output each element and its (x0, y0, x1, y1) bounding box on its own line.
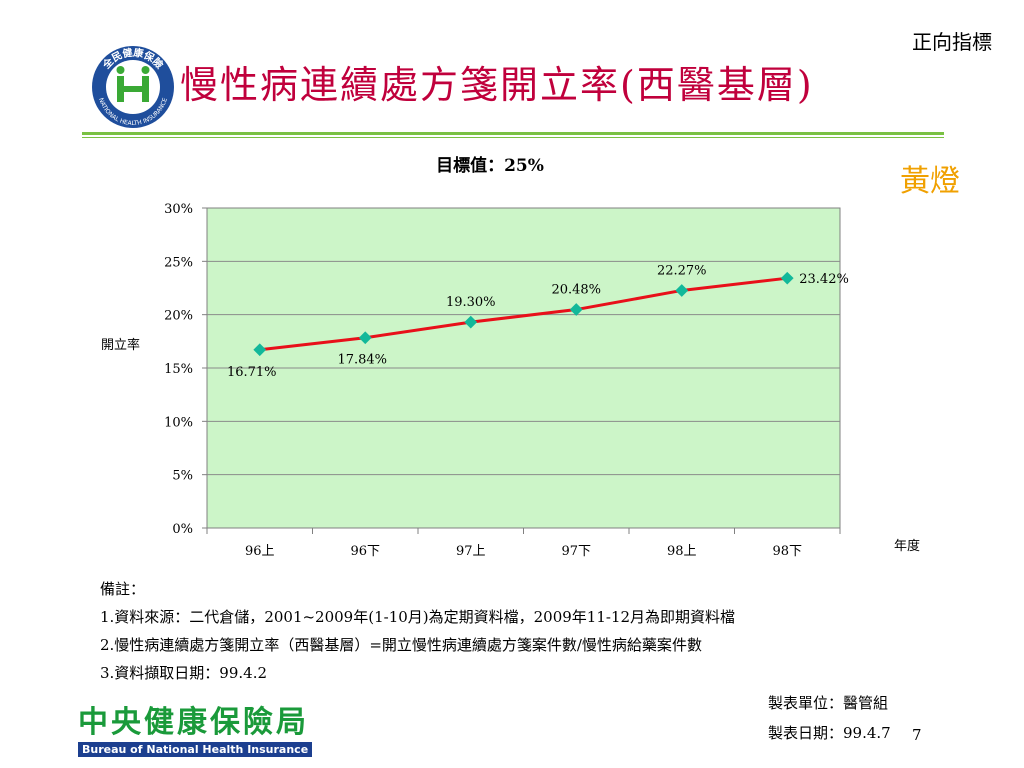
x-axis-label: 年度 (894, 538, 920, 554)
y-tick-label: 20% (164, 309, 193, 324)
data-point (253, 343, 267, 357)
footer-org-en: Bureau of National Health Insurance (78, 742, 313, 757)
y-tick-label: 0% (172, 522, 193, 537)
x-tick-label: 98下 (772, 544, 802, 559)
line-chart: 目標值：25% 0% 5% 10% 15% 20% 25% 30% 96上 96下 97上 97下… (101, 155, 920, 559)
nhi-logo: 全民健康保險 NATIONAL HEALTH INSURANCE (92, 46, 174, 128)
table-date: 製表日期：99.4.7 (768, 724, 891, 742)
y-axis-label: 開立率 (101, 337, 140, 353)
footer-logo: 中央健康保險局 Bureau of National Health Insura… (78, 705, 364, 757)
footer-org-zh: 中央健康保險局 (78, 705, 309, 740)
x-tick-label: 98上 (667, 544, 697, 559)
data-label: 20.48% (551, 283, 601, 298)
note-item-1: 1.資料來源：二代倉儲，2001~2009年(1-10月)為定期資料檔，2009… (100, 608, 736, 626)
x-tick-label: 96上 (245, 544, 275, 559)
note-item-2: 2.慢性病連續處方箋開立率（西醫基層）=開立慢性病連續處方箋案件數/慢性病給藥案… (100, 636, 702, 654)
y-tick-label: 5% (172, 469, 193, 484)
y-tick-label: 25% (164, 255, 193, 270)
chart-title: 目標值：25% (436, 155, 544, 176)
x-tick-label: 97下 (561, 544, 591, 559)
note-item-3: 3.資料擷取日期：99.4.2 (100, 664, 268, 682)
y-tick-label: 30% (164, 202, 193, 217)
data-point (464, 315, 478, 329)
indicator-type-label: 正向指標 (912, 30, 992, 54)
notes-heading: 備註： (100, 580, 146, 598)
x-tick-label: 97上 (456, 544, 486, 559)
x-tick-label: 96下 (350, 544, 380, 559)
page-title: 慢性病連續處方箋開立率(西醫基層) (180, 63, 814, 107)
data-label: 16.71% (227, 365, 277, 380)
header-divider-thin (82, 137, 944, 138)
signal-status: 黃燈 (900, 164, 960, 199)
data-point (358, 331, 372, 345)
data-label: 22.27% (657, 263, 707, 278)
data-label: 19.30% (446, 295, 496, 310)
header-divider (82, 132, 944, 135)
table-unit: 製表單位：醫管組 (768, 694, 889, 712)
page-number: 7 (912, 726, 922, 744)
data-label: 23.42% (799, 272, 849, 287)
y-tick-label: 10% (164, 415, 193, 430)
series-line (259, 276, 788, 352)
y-tick-label: 15% (164, 362, 193, 377)
data-label: 17.84% (337, 353, 387, 368)
